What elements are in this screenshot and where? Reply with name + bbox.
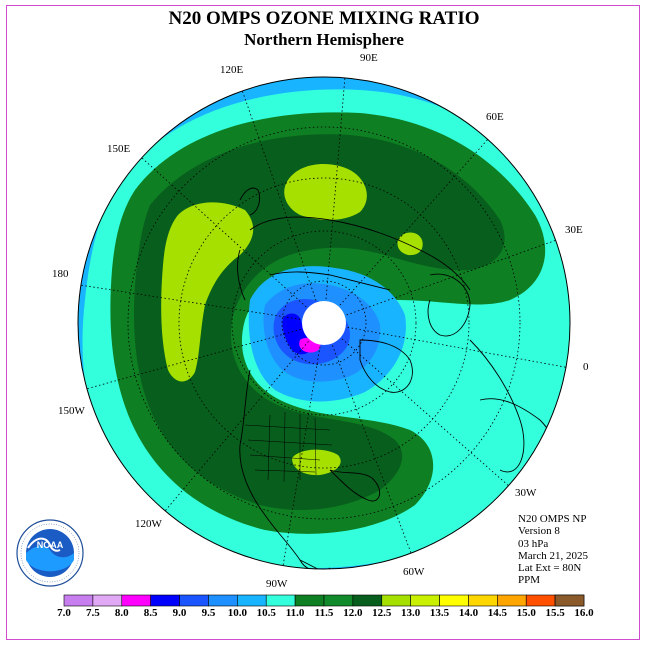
lon-label-60e: 60E bbox=[486, 111, 504, 123]
coast-greenland bbox=[359, 339, 413, 393]
colorbar-tick-label: 9.5 bbox=[201, 607, 216, 619]
colorbar-tick-label: 16.0 bbox=[574, 607, 594, 619]
noaa-logo: NOAA bbox=[16, 519, 84, 587]
meridian-180 bbox=[79, 284, 325, 324]
meridian-30 bbox=[323, 236, 566, 324]
meridian-330 bbox=[323, 322, 511, 488]
meridian-0 bbox=[323, 322, 570, 369]
colorbar bbox=[63, 594, 585, 607]
lon-label-0: 0 bbox=[583, 361, 589, 373]
colorbar-tick-label: 12.5 bbox=[372, 607, 392, 619]
meridian-60 bbox=[323, 137, 490, 324]
colorbar-swatch bbox=[323, 594, 354, 607]
colorbar-tick-label: 8.5 bbox=[143, 607, 158, 619]
lon-label-30e: 30E bbox=[565, 224, 583, 236]
lon-label-150e: 150E bbox=[107, 143, 131, 155]
colorbar-tick-label: 8.0 bbox=[114, 607, 129, 619]
info-lat-ext: Lat Ext = 80N bbox=[518, 562, 582, 575]
info-version: Version 8 bbox=[518, 525, 560, 538]
ozone-field bbox=[78, 77, 570, 569]
colorbar-tick-label: 10.0 bbox=[227, 607, 247, 619]
coast-europe bbox=[427, 273, 525, 473]
meridian-120 bbox=[241, 89, 325, 324]
colorbar-swatch bbox=[294, 594, 325, 607]
info-level: 03 hPa bbox=[518, 537, 549, 550]
colorbar-tick-label: 13.5 bbox=[429, 607, 450, 619]
latitude-circle-60 bbox=[231, 230, 417, 416]
colorbar-swatch bbox=[92, 594, 123, 607]
latitude-circle-20 bbox=[127, 126, 521, 520]
coast-japan bbox=[239, 187, 261, 216]
polar-data-gap bbox=[302, 301, 346, 345]
colorbar-swatch bbox=[150, 594, 180, 607]
colorbar-swatch bbox=[381, 594, 411, 607]
info-instrument: N20 OMPS NP bbox=[518, 513, 587, 525]
colorbar-swatch bbox=[525, 594, 556, 607]
lon-label-150w: 150W bbox=[58, 405, 85, 417]
field-level-12-5-pacific bbox=[161, 202, 254, 382]
figure-frame bbox=[6, 5, 640, 640]
meridian-210 bbox=[85, 322, 325, 390]
info-block: N20 OMPS NP Version 8 03 hPa March 21, 2… bbox=[518, 513, 588, 587]
graticule bbox=[79, 77, 570, 567]
colorbar-swatch bbox=[554, 594, 585, 607]
meridian-270 bbox=[282, 322, 325, 567]
lon-label-90w: 90W bbox=[266, 578, 288, 590]
coastlines bbox=[237, 187, 561, 569]
field-level-12-5-america bbox=[292, 449, 341, 476]
colorbar-swatch bbox=[121, 594, 151, 607]
lon-label-90e: 90E bbox=[360, 52, 378, 64]
colorbar-tick-label: 12.0 bbox=[343, 607, 363, 619]
coast-asia bbox=[237, 216, 471, 301]
field-level-12-5-siberia bbox=[284, 164, 367, 220]
noaa-logo-text: NOAA bbox=[37, 540, 64, 550]
coast-south-america bbox=[299, 559, 351, 569]
colorbar-swatch bbox=[208, 594, 238, 607]
map-subtitle: Northern Hemisphere bbox=[244, 30, 404, 49]
meridian-240 bbox=[164, 322, 325, 512]
colorbar-swatch bbox=[410, 594, 440, 607]
colorbar-tick-label: 11.5 bbox=[314, 607, 334, 619]
colorbar-swatch bbox=[468, 594, 498, 607]
meridian-150 bbox=[141, 157, 325, 324]
field-level-12-5-urals bbox=[397, 232, 423, 256]
latitude-circle-40 bbox=[178, 177, 470, 469]
info-units: PPM bbox=[518, 574, 541, 587]
colorbar-swatch bbox=[497, 594, 527, 607]
colorbar-tick-label: 11.0 bbox=[285, 607, 305, 619]
us-state-lines bbox=[244, 411, 333, 483]
latitude-circle-80 bbox=[281, 280, 367, 366]
colorbar-tick-label: 10.5 bbox=[256, 607, 276, 619]
colorbar-swatch bbox=[265, 594, 296, 607]
meridian-300 bbox=[323, 322, 412, 554]
colorbar-tick-label: 9.0 bbox=[172, 607, 187, 619]
lon-label-30w: 30W bbox=[515, 487, 537, 499]
colorbar-tick-label: 14.5 bbox=[487, 607, 507, 619]
colorbar-tick-label: 13.0 bbox=[401, 607, 421, 619]
info-date: March 21, 2025 bbox=[518, 549, 588, 562]
colorbar-tick-label: 15.0 bbox=[516, 607, 536, 619]
colorbar-swatch bbox=[352, 594, 383, 607]
coast-siberia-north bbox=[269, 271, 391, 291]
lon-label-120e: 120E bbox=[220, 64, 244, 76]
lon-label-180: 180 bbox=[52, 268, 69, 280]
map-title: N20 OMPS OZONE MIXING RATIO bbox=[168, 8, 480, 29]
colorbar-swatch bbox=[439, 594, 469, 607]
map-boundary bbox=[77, 76, 571, 570]
colorbar-swatch bbox=[179, 594, 209, 607]
colorbar-tick-label: 7.5 bbox=[86, 607, 100, 619]
colorbar-tick-label: 7.0 bbox=[57, 607, 71, 619]
coast-north-america bbox=[239, 369, 381, 569]
meridian-90 bbox=[323, 77, 346, 324]
colorbar-swatch bbox=[237, 594, 267, 607]
lon-label-60w: 60W bbox=[403, 566, 425, 578]
lon-label-120w: 120W bbox=[135, 518, 162, 530]
colorbar-tick-label: 14.0 bbox=[458, 607, 479, 619]
colorbar-tick-label: 15.5 bbox=[545, 607, 565, 619]
colorbar-swatch bbox=[63, 594, 94, 607]
